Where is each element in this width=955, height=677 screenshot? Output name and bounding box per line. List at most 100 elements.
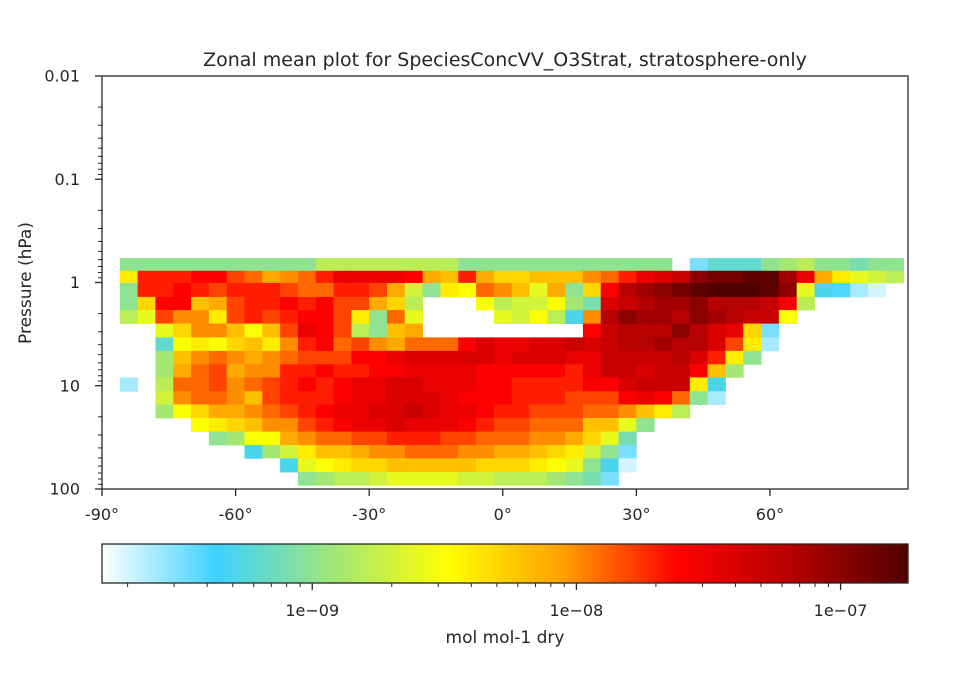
heatmap-cell bbox=[297, 337, 317, 352]
heatmap-cell bbox=[440, 458, 459, 473]
heatmap-cell bbox=[654, 323, 673, 338]
heatmap-cell bbox=[582, 364, 602, 378]
heatmap-cell bbox=[511, 350, 530, 365]
heatmap-cell bbox=[636, 350, 655, 365]
heatmap-cell bbox=[262, 417, 281, 432]
colorbar-label: mol mol-1 dry bbox=[446, 628, 565, 648]
heatmap-cell bbox=[511, 258, 530, 272]
heatmap-cell bbox=[262, 323, 281, 338]
heatmap-cell bbox=[618, 296, 637, 311]
colorbar bbox=[101, 543, 909, 584]
heatmap-cell bbox=[333, 350, 352, 365]
heatmap-cell bbox=[761, 258, 780, 272]
heatmap-cell bbox=[333, 445, 352, 459]
heatmap-cell bbox=[529, 377, 548, 392]
heatmap-cell bbox=[707, 270, 726, 284]
heatmap-cell bbox=[778, 270, 798, 284]
heatmap-cell bbox=[529, 364, 548, 378]
heatmap-cell bbox=[618, 282, 637, 298]
heatmap-cell bbox=[333, 377, 352, 392]
heatmap-cell bbox=[315, 404, 334, 419]
heatmap-cell bbox=[244, 337, 263, 352]
heatmap-cells bbox=[119, 258, 904, 486]
heatmap-cell bbox=[618, 350, 637, 365]
heatmap-cell bbox=[547, 472, 566, 486]
heatmap-cell bbox=[600, 310, 619, 324]
heatmap-cell bbox=[297, 458, 317, 473]
heatmap-cell bbox=[315, 350, 334, 365]
heatmap-cell bbox=[173, 350, 192, 365]
heatmap-cell bbox=[280, 323, 299, 338]
heatmap-cell bbox=[476, 377, 495, 392]
heatmap-cell bbox=[280, 310, 299, 324]
heatmap-cell bbox=[244, 431, 263, 446]
heatmap-cell bbox=[226, 417, 245, 432]
heatmap-cell bbox=[725, 364, 744, 378]
heatmap-cell bbox=[226, 282, 245, 298]
heatmap-cell bbox=[386, 323, 406, 338]
heatmap-cell bbox=[191, 282, 210, 298]
heatmap-cell bbox=[565, 364, 584, 378]
x-tick-label: 0° bbox=[494, 505, 512, 524]
heatmap-cell bbox=[529, 350, 548, 365]
heatmap-cell bbox=[386, 258, 406, 272]
heatmap-cell bbox=[262, 364, 281, 378]
heatmap-cell bbox=[511, 458, 530, 473]
heatmap-cell bbox=[618, 323, 637, 338]
heatmap-cell bbox=[654, 337, 673, 352]
heatmap-cell bbox=[511, 431, 530, 446]
heatmap-cell bbox=[600, 458, 619, 473]
heatmap-cell bbox=[280, 431, 299, 446]
heatmap-cell bbox=[689, 323, 709, 338]
heatmap-cell bbox=[493, 282, 513, 298]
heatmap-cell bbox=[244, 417, 263, 432]
heatmap-cell bbox=[386, 417, 406, 432]
heatmap-cell bbox=[315, 258, 334, 272]
heatmap-cell bbox=[636, 258, 655, 272]
heatmap-cell bbox=[262, 350, 281, 365]
heatmap-cell bbox=[208, 323, 228, 338]
heatmap-cell bbox=[244, 282, 263, 298]
heatmap-cell bbox=[440, 282, 459, 298]
y-tick-label: 100 bbox=[49, 480, 80, 499]
heatmap-cell bbox=[155, 391, 174, 405]
heatmap-cell bbox=[369, 364, 388, 378]
heatmap-cell bbox=[333, 364, 352, 378]
heatmap-cell bbox=[315, 417, 334, 432]
heatmap-cell bbox=[600, 282, 619, 298]
heatmap-cell bbox=[440, 270, 459, 284]
heatmap-cell bbox=[636, 296, 655, 311]
heatmap-cell bbox=[191, 417, 210, 432]
heatmap-cell bbox=[493, 270, 513, 284]
heatmap-cell bbox=[618, 337, 637, 352]
heatmap-cell bbox=[547, 310, 566, 324]
heatmap-cell bbox=[155, 337, 174, 352]
heatmap-cell bbox=[369, 310, 388, 324]
x-tick-label: -90° bbox=[85, 505, 119, 524]
heatmap-cell bbox=[671, 282, 691, 298]
heatmap-cell bbox=[600, 377, 619, 392]
heatmap-cell bbox=[226, 377, 245, 392]
heatmap-cell bbox=[529, 417, 548, 432]
heatmap-cell bbox=[458, 282, 477, 298]
heatmap-cell bbox=[386, 310, 406, 324]
heatmap-cell bbox=[547, 391, 566, 405]
heatmap-cell bbox=[191, 310, 210, 324]
heatmap-cell bbox=[796, 282, 815, 298]
heatmap-cell bbox=[458, 377, 477, 392]
heatmap-cell bbox=[796, 296, 815, 311]
heatmap-cell bbox=[529, 337, 548, 352]
heatmap-cell bbox=[636, 337, 655, 352]
heatmap-cell bbox=[244, 310, 263, 324]
heatmap-cell bbox=[173, 296, 192, 311]
heatmap-cell bbox=[654, 404, 673, 419]
heatmap-cell bbox=[191, 337, 210, 352]
heatmap-cell bbox=[244, 404, 263, 419]
heatmap-cell bbox=[369, 323, 388, 338]
heatmap-cell bbox=[600, 337, 619, 352]
heatmap-cell bbox=[369, 377, 388, 392]
heatmap-cell bbox=[333, 391, 352, 405]
heatmap-cell bbox=[636, 404, 655, 419]
heatmap-cell bbox=[119, 270, 139, 284]
heatmap-cell bbox=[386, 377, 406, 392]
